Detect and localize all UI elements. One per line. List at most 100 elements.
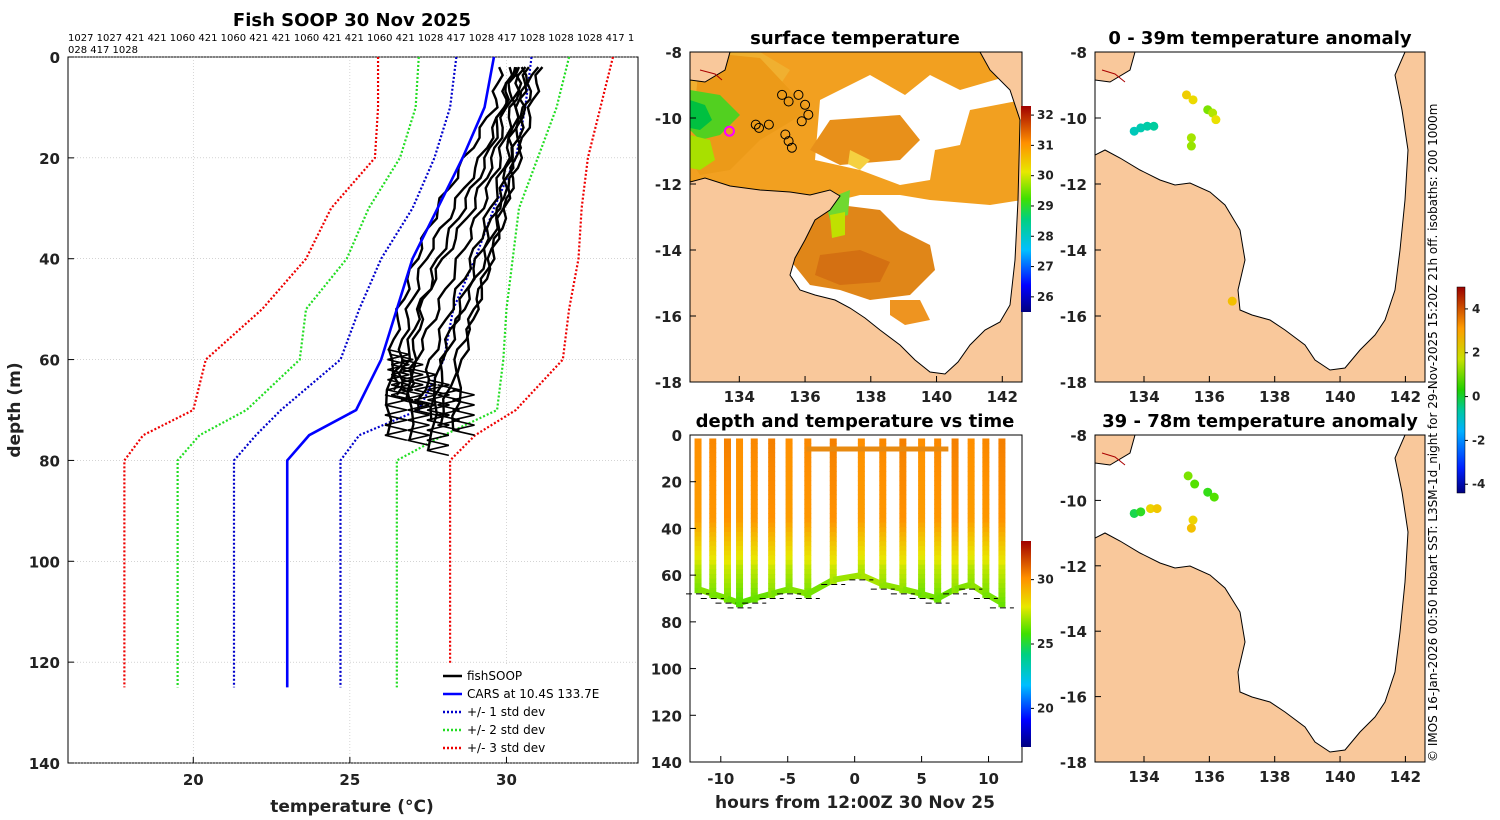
cast-sample	[934, 545, 942, 552]
cast-sample	[768, 536, 776, 542]
cast-sample	[709, 457, 717, 463]
cast-sample	[829, 499, 837, 505]
cast-sample	[951, 447, 959, 454]
x-tick-label: 142	[987, 388, 1018, 406]
cast-sample	[967, 494, 975, 500]
sst-map-title: surface temperature	[750, 28, 960, 49]
cast-sample	[736, 480, 744, 486]
y-tick-label: -18	[1060, 374, 1087, 392]
anomaly-point	[1142, 121, 1152, 131]
cast-sample	[829, 485, 837, 491]
profile-title: Fish SOOP 30 Nov 2025	[233, 10, 471, 31]
cast-sample	[967, 489, 975, 496]
profile-xlabel: temperature (°C)	[270, 797, 434, 817]
cast-sample	[899, 522, 907, 528]
cast-sample	[709, 550, 717, 556]
anomaly-point	[1186, 523, 1196, 533]
cast-sample	[785, 494, 793, 500]
cast-sample	[785, 485, 793, 491]
cast-sample	[694, 466, 702, 472]
cast-sample	[768, 485, 776, 491]
cast-sample	[934, 550, 942, 556]
cast-sample	[694, 569, 702, 575]
cast-sample	[998, 438, 1006, 444]
y-tick-label: -10	[1060, 110, 1087, 128]
cast-sample	[804, 527, 812, 533]
cast-sample	[723, 503, 731, 510]
anom2-points	[1129, 471, 1219, 533]
y-tick-label: 100	[29, 553, 60, 571]
cast-sample	[899, 559, 907, 566]
cast-sample	[804, 555, 812, 561]
cast-sample	[982, 573, 990, 580]
cast-sample	[804, 564, 812, 570]
y-tick-label: 100	[651, 661, 682, 679]
cast-sample	[804, 475, 812, 482]
cast-sample	[879, 517, 887, 524]
cast-sample	[967, 522, 975, 528]
cast-sample	[899, 541, 907, 547]
cb-tick-label: -4	[1472, 477, 1485, 491]
cast-sample	[998, 583, 1006, 589]
profile-ticks: 20 25 30 0 20 40 60 80 100 120 140	[29, 49, 517, 789]
cast-sample	[998, 466, 1006, 472]
cast-sample	[694, 545, 702, 552]
cast-sample	[982, 536, 990, 542]
cast-sample	[829, 536, 837, 542]
cast-sample	[829, 457, 837, 463]
cast-sample	[967, 545, 975, 552]
cast-sample	[750, 443, 758, 449]
cast-sample	[982, 480, 990, 486]
cast-sample	[736, 438, 744, 444]
cast-sample	[768, 480, 776, 486]
cast-sample	[998, 457, 1006, 463]
cast-sample	[934, 569, 942, 575]
cast-sample	[723, 522, 731, 528]
cast-sample	[879, 457, 887, 463]
cast-sample	[918, 471, 926, 477]
cast-sample	[982, 457, 990, 463]
anom1-points	[1129, 90, 1237, 306]
legend-label: +/- 2 std dev	[467, 723, 545, 737]
cast-sample	[918, 513, 926, 519]
cast-sample	[709, 517, 717, 524]
y-tick-label: -8	[665, 44, 682, 62]
cast-sample	[768, 513, 776, 519]
cars-mean-line	[285, 56, 496, 688]
cast-sample	[998, 597, 1006, 603]
cast-sample	[723, 559, 731, 566]
cast-sample	[951, 578, 959, 584]
cast-sample	[736, 503, 744, 510]
cast-sample	[998, 592, 1006, 598]
cast-sample	[736, 555, 744, 561]
cast-sample	[951, 545, 959, 552]
cast-sample	[750, 499, 758, 505]
cb-tick-label: 30	[1037, 169, 1054, 183]
cast-sample	[804, 508, 812, 514]
cast-sample	[785, 475, 793, 482]
cast-sample	[804, 503, 812, 510]
cast-sample	[768, 461, 776, 468]
fishsoop-bottom	[437, 384, 460, 431]
cast-sample	[879, 550, 887, 556]
cast-sample	[934, 513, 942, 519]
cast-sample	[750, 522, 758, 528]
cast-sample	[768, 592, 776, 598]
cast-sample	[967, 527, 975, 533]
cast-sample	[951, 583, 959, 589]
cast-sample	[982, 438, 990, 444]
y-tick-label: -18	[655, 374, 682, 392]
cast-sample	[899, 508, 907, 514]
cast-sample	[998, 564, 1006, 570]
cast-sample	[736, 517, 744, 524]
cast-sample	[723, 508, 731, 514]
cast-sample	[899, 471, 907, 477]
cast-sample	[785, 559, 793, 566]
anomaly-point	[1203, 487, 1213, 497]
cast-sample	[967, 499, 975, 505]
x-tick-label: 140	[1324, 768, 1355, 786]
sst-land	[690, 52, 1022, 382]
cast-sample	[768, 522, 776, 528]
cast-sample	[785, 573, 793, 580]
cast-sample	[998, 541, 1006, 547]
